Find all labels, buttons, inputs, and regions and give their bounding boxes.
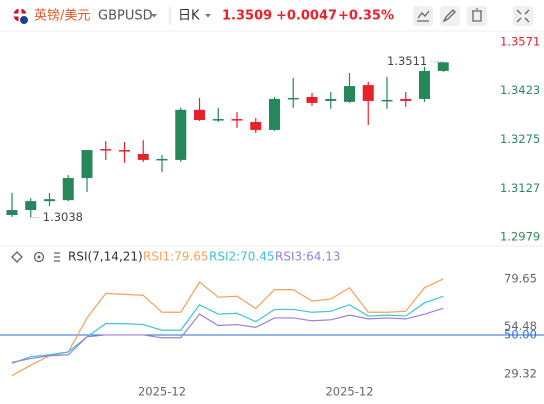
candle-body xyxy=(419,70,430,99)
rsi-line xyxy=(11,278,444,377)
candle-body xyxy=(306,96,318,103)
symbol[interactable]: GBPUSD xyxy=(98,9,153,24)
y-tick-label: 1.3571 xyxy=(500,34,540,48)
candle-body xyxy=(44,199,55,202)
x-tick-label: 2025-12 xyxy=(138,385,186,399)
rsi-tools xyxy=(11,251,60,263)
y-tick-label: 29.32 xyxy=(504,367,537,381)
tool-button[interactable] xyxy=(413,6,433,26)
candle-body xyxy=(62,178,74,201)
settings-icon[interactable] xyxy=(33,251,45,263)
pair-name[interactable]: 英镑/美元 xyxy=(34,8,90,24)
plot: 1.2979 1.3127 1.3275 1.3423 1.3571 1.3511 1.30… xyxy=(0,34,544,399)
legend-entry: RSI3:64.13 xyxy=(275,250,341,264)
y-tick-label: 1.3423 xyxy=(500,83,540,97)
hide-icon[interactable] xyxy=(11,251,23,263)
tool-button[interactable] xyxy=(513,6,533,26)
candle-body xyxy=(156,158,168,161)
candle-body xyxy=(437,62,449,71)
y-tick-label: 54.48 xyxy=(504,319,537,333)
y-tick-label: 79.65 xyxy=(504,271,537,285)
candle-body xyxy=(6,210,18,215)
candle-body xyxy=(231,119,243,121)
legend-entry: RSI2:70.45 xyxy=(209,250,275,264)
candle-body xyxy=(287,97,299,100)
candle-body xyxy=(25,201,37,211)
candle-body xyxy=(344,86,355,102)
price-change-pct: +0.35% xyxy=(338,9,394,24)
candle-body xyxy=(381,99,393,102)
candle-body xyxy=(325,98,337,101)
toolbar xyxy=(413,6,533,26)
tool-button[interactable] xyxy=(440,6,460,26)
flag-icon xyxy=(13,8,29,25)
dropdown-arrow[interactable] xyxy=(151,14,157,18)
low-annotation: 1.3038 xyxy=(43,210,83,224)
last-price: 1.3509 xyxy=(222,9,272,24)
candle-body xyxy=(100,149,112,151)
y-tick-label: 1.2979 xyxy=(500,230,540,244)
candle-body xyxy=(250,122,262,130)
candle-body xyxy=(137,153,149,160)
candle-body xyxy=(400,98,412,101)
y-tick-label: 1.3275 xyxy=(500,132,540,146)
dropdown-arrow[interactable] xyxy=(205,14,211,18)
candle-body xyxy=(362,85,374,101)
rsi-line xyxy=(11,307,444,363)
high-annotation: 1.3511 xyxy=(387,54,427,68)
candle-body xyxy=(212,119,224,121)
candle-body xyxy=(81,150,93,179)
legend-entry: RSI1:79.65 xyxy=(143,250,209,264)
candle-body xyxy=(175,109,187,160)
y-tick-label: 1.3127 xyxy=(500,181,540,195)
x-tick-label: 2025-12 xyxy=(325,385,373,399)
menu-icon[interactable] xyxy=(54,252,60,262)
candle-body xyxy=(119,150,130,152)
price-change: +0.0047 xyxy=(276,9,337,24)
period[interactable]: 日K xyxy=(178,9,200,24)
indicator-title: RSI(7,14,21) xyxy=(68,250,143,264)
candle-body xyxy=(194,109,205,121)
candle-body xyxy=(269,98,280,130)
rsi-line xyxy=(11,295,444,364)
